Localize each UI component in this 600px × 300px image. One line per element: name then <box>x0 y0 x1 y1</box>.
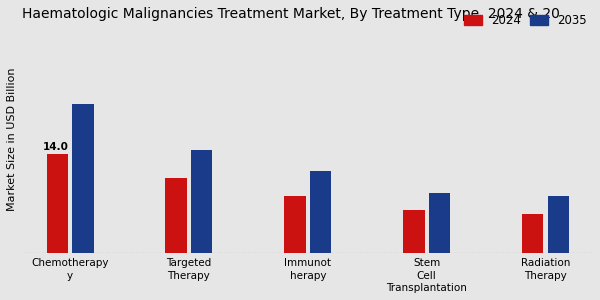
Bar <box>72 104 94 253</box>
Bar <box>47 154 68 253</box>
Bar <box>310 171 331 253</box>
Bar <box>548 196 569 253</box>
Bar <box>166 178 187 253</box>
Bar <box>191 150 212 253</box>
Bar <box>403 210 425 253</box>
Bar <box>284 196 305 253</box>
Y-axis label: Market Size in USD Billion: Market Size in USD Billion <box>7 68 17 211</box>
Bar <box>429 193 450 253</box>
Text: Haematologic Malignancies Treatment Market, By Treatment Type, 2024 & 20: Haematologic Malignancies Treatment Mark… <box>23 7 560 21</box>
Legend: 2024, 2035: 2024, 2035 <box>464 14 587 27</box>
Bar <box>522 214 544 253</box>
Text: 14.0: 14.0 <box>43 142 69 152</box>
